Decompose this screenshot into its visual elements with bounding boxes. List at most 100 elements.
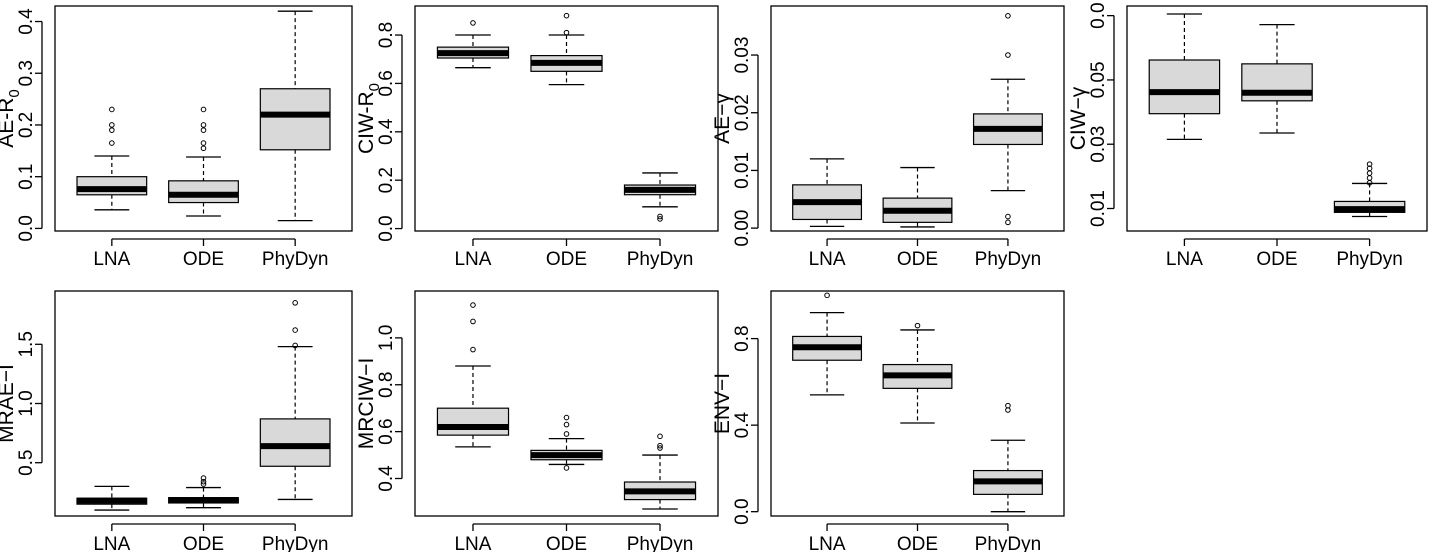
iqr-box	[168, 180, 239, 204]
outlier-point	[1366, 161, 1373, 167]
box-lna	[792, 292, 863, 396]
outlier-point	[1366, 170, 1373, 176]
box-phydyn	[1333, 161, 1406, 218]
y-tick-label: 0.3	[16, 60, 37, 86]
x-tick-label: PhyDyn	[627, 249, 694, 270]
y-axis-label: AE-R0	[0, 89, 23, 148]
x-tick-label: PhyDyn	[262, 534, 329, 552]
x-tick-label: ODE	[1256, 249, 1297, 270]
outlier-point	[563, 431, 570, 437]
y-axis-label-text: CIW−γ	[1067, 86, 1090, 150]
y-axis-label-text: AE−γ	[711, 93, 734, 144]
y-tick-label: 0.6	[376, 418, 397, 444]
x-tick-label: PhyDyn	[975, 249, 1042, 270]
y-tick-label: 0.01	[1088, 190, 1109, 227]
y-tick-label: 1.0	[16, 390, 37, 416]
box-ode	[530, 414, 603, 471]
outlier-point	[200, 478, 207, 485]
outlier-point	[563, 465, 570, 471]
y-axis-label: MRAE−I	[0, 364, 18, 443]
y-tick-label: 0.4	[16, 8, 37, 35]
box-phydyn	[623, 172, 697, 222]
outlier-point	[824, 292, 830, 299]
outlier-point	[292, 300, 298, 306]
box-phydyn	[259, 300, 331, 501]
x-tick-label: LNA	[454, 534, 491, 552]
outlier-point	[470, 346, 476, 353]
outlier-point	[109, 127, 115, 133]
boxplot-panel: 0.0 0.2 0.4 0.6 0.8 LNA ODE PhyDyn CIW-R0	[355, 5, 719, 270]
y-tick-label: 0.8	[376, 372, 397, 398]
y-tick-label: 0.1	[16, 163, 37, 189]
x-tick-label: LNA	[93, 534, 130, 552]
outlier-point	[200, 481, 207, 487]
x-tick-label: ODE	[897, 534, 938, 552]
box-lna	[792, 158, 863, 228]
outlier-point	[563, 29, 570, 36]
box-phydyn	[623, 433, 697, 510]
outlier-point	[914, 322, 921, 329]
y-tick-label: 0.0	[16, 215, 37, 241]
x-tick-label: ODE	[897, 249, 938, 270]
y-axis-label-text: ENV−I	[711, 373, 734, 434]
x-tick-label: ODE	[183, 534, 224, 552]
outlier-point	[563, 414, 570, 421]
box-lna	[76, 485, 148, 511]
y-tick-label: 0.01	[732, 152, 753, 189]
y-tick-label: 0.03	[732, 37, 753, 74]
outlier-point	[563, 12, 570, 19]
plot-frame	[770, 290, 1065, 517]
outlier-point	[1005, 402, 1011, 409]
y-tick-label: 0.8	[732, 325, 753, 351]
y-tick-label: 0.4	[376, 118, 397, 145]
outlier-point	[563, 421, 570, 428]
boxplot-panel: 0.4 0.6 0.8 1.0 LNA ODE PhyDyn MRCIW−I	[355, 290, 719, 552]
outlier-point	[470, 302, 476, 308]
outlier-point	[200, 106, 207, 113]
x-tick-label: LNA	[1166, 249, 1203, 270]
y-tick-label: 0.0	[732, 498, 753, 524]
plot-frame	[770, 5, 1065, 232]
plot-frame	[1126, 5, 1428, 232]
box-phydyn	[972, 402, 1043, 513]
outlier-point	[292, 327, 298, 333]
outlier-point	[657, 433, 663, 440]
iqr-box	[259, 88, 331, 151]
x-tick-label: ODE	[183, 249, 224, 270]
x-tick-label: PhyDyn	[975, 534, 1042, 552]
outlier-point	[470, 20, 476, 26]
x-tick-label: LNA	[809, 534, 846, 552]
outlier-point	[1005, 13, 1011, 19]
plot-frame	[54, 5, 353, 232]
boxplot-panel: 0.0 0.1 0.2 0.3 0.4 LNA ODE PhyDyn AE-R0	[0, 5, 353, 270]
y-tick-label: 0.6	[376, 70, 397, 96]
box-lna	[76, 106, 148, 211]
y-axis-label-text: AE-R	[0, 98, 18, 148]
box-ode	[168, 475, 239, 509]
outlier-point	[470, 318, 476, 325]
y-axis-label-subscript: 0	[6, 89, 23, 97]
outlier-point	[109, 122, 115, 128]
y-axis-label-text: MRAE−I	[0, 364, 18, 443]
box-phydyn	[259, 10, 331, 222]
boxplot-panel: 0.5 1.0 1.5 LNA ODE PhyDyn MRAE−I	[0, 290, 353, 552]
outlier-point	[1005, 219, 1011, 226]
x-tick-label: ODE	[546, 249, 587, 270]
y-axis-label: AE−γ	[711, 93, 734, 144]
outlier-point	[200, 475, 207, 481]
x-tick-label: PhyDyn	[627, 534, 694, 552]
x-tick-label: LNA	[454, 249, 491, 270]
y-tick-label: 0.2	[16, 112, 37, 138]
box-ode	[882, 166, 953, 228]
y-tick-label: 0.03	[1088, 126, 1109, 163]
iqr-box	[1148, 59, 1221, 115]
x-tick-label: LNA	[809, 249, 846, 270]
y-tick-label: 0.2	[376, 167, 397, 193]
boxplot-panel: 0.01 0.03 0.05 0.0 LNA ODE PhyDyn CIW−γ	[1067, 2, 1428, 270]
y-axis-label: ENV−I	[711, 373, 734, 434]
y-tick-label: 0.4	[376, 465, 397, 492]
y-axis-label-text: MRCIW−I	[355, 358, 378, 450]
y-axis-label: CIW-R0	[355, 83, 383, 154]
plot-frame	[54, 290, 353, 517]
